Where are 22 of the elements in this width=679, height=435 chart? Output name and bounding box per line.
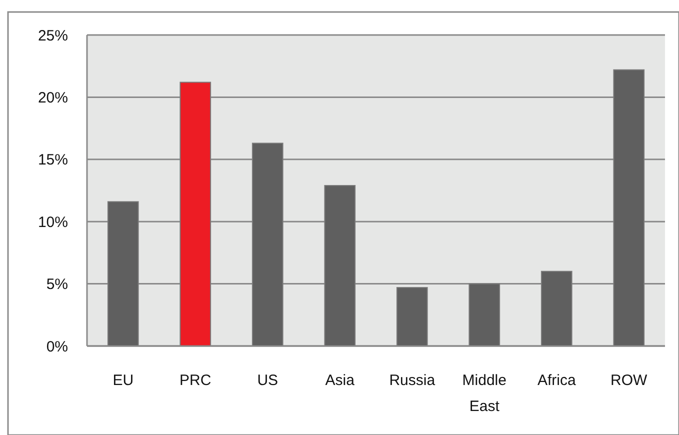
bar [468, 283, 500, 346]
bar [252, 142, 284, 346]
x-tick-label: Russia [389, 372, 436, 389]
x-tick-label: PRC [180, 372, 212, 389]
y-tick-label: 15% [38, 152, 68, 169]
y-tick-label: 10% [38, 214, 68, 231]
y-tick-label: 20% [38, 89, 68, 106]
y-tick-label: 25% [38, 27, 68, 44]
y-tick-label: 0% [46, 338, 68, 356]
x-tick-label: Asia [325, 372, 356, 389]
bar [396, 287, 428, 346]
x-tick-label: EU [112, 372, 134, 389]
bar [107, 201, 139, 346]
bar [180, 82, 212, 346]
x-tick-label: ROW [610, 372, 648, 389]
bar [540, 270, 572, 346]
bar [324, 185, 356, 346]
x-tick-label: US [257, 372, 278, 389]
bar [613, 69, 645, 346]
x-tick-label: Africa [537, 372, 576, 389]
x-tick-label: Middle East [462, 372, 506, 415]
y-tick-label: 5% [46, 276, 68, 294]
